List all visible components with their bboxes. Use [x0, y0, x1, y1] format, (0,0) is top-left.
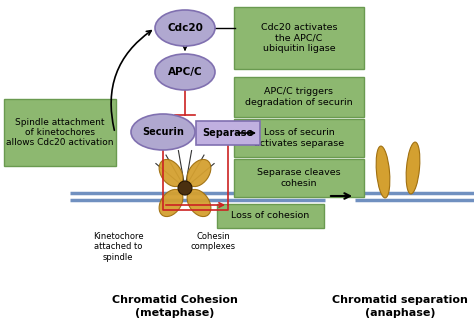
Text: Separase: Separase [202, 128, 254, 138]
Ellipse shape [159, 190, 183, 216]
Ellipse shape [187, 159, 211, 187]
FancyBboxPatch shape [234, 159, 364, 197]
Text: Chromatid separation: Chromatid separation [332, 295, 468, 305]
Ellipse shape [155, 10, 215, 46]
Text: APC/C: APC/C [168, 67, 202, 77]
FancyBboxPatch shape [4, 99, 116, 166]
Text: Securin: Securin [142, 127, 184, 137]
Ellipse shape [406, 142, 420, 194]
FancyBboxPatch shape [196, 121, 260, 145]
Ellipse shape [376, 146, 390, 198]
Text: (metaphase): (metaphase) [135, 308, 215, 318]
Text: Cohesin
complexes: Cohesin complexes [191, 232, 236, 251]
Text: Loss of securin
activates separase: Loss of securin activates separase [254, 128, 344, 148]
FancyBboxPatch shape [217, 204, 324, 228]
Text: Spindle attachment
of kinetochores
allows Cdc20 activation: Spindle attachment of kinetochores allow… [6, 118, 114, 147]
Text: Loss of cohesion: Loss of cohesion [231, 212, 310, 220]
Ellipse shape [159, 159, 183, 187]
Ellipse shape [131, 114, 195, 150]
Text: (anaphase): (anaphase) [365, 308, 435, 318]
Text: Kinetochore
attached to
spindle: Kinetochore attached to spindle [93, 232, 143, 262]
FancyBboxPatch shape [234, 119, 364, 157]
Text: Cdc20: Cdc20 [167, 23, 203, 33]
Ellipse shape [178, 181, 192, 195]
FancyBboxPatch shape [234, 77, 364, 117]
Text: APC/C triggers
degradation of securin: APC/C triggers degradation of securin [245, 87, 353, 107]
Text: Chromatid Cohesion: Chromatid Cohesion [112, 295, 238, 305]
Text: Cdc20 activates
the APC/C
ubiquitin ligase: Cdc20 activates the APC/C ubiquitin liga… [261, 23, 337, 53]
FancyBboxPatch shape [234, 7, 364, 69]
Text: Separase cleaves
cohesin: Separase cleaves cohesin [257, 168, 341, 188]
Ellipse shape [187, 190, 211, 216]
Ellipse shape [155, 54, 215, 90]
